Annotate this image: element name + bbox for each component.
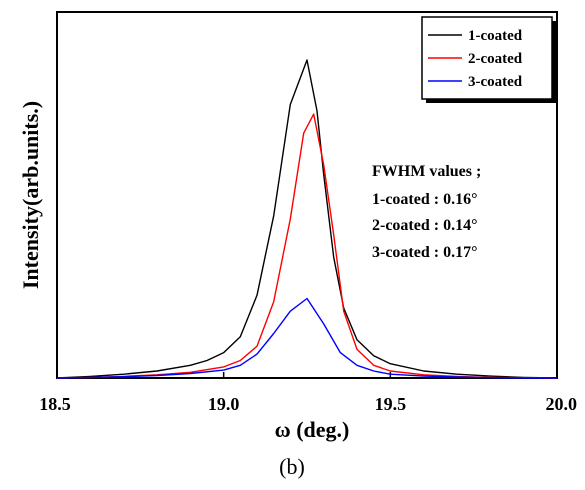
x-tick-label-3: 20.0 <box>546 394 578 414</box>
plot-frame <box>56 11 558 379</box>
x-axis-label: ω (deg.) <box>275 417 350 442</box>
series-line-2-coated <box>56 113 558 379</box>
fwhm-annotation: FWHM values ; 1-coated : 0.16° 2-coated … <box>372 163 481 261</box>
annotation-line-1: 1-coated : 0.16° <box>372 191 477 208</box>
x-axis-tick-labels: 18.5 19.0 19.5 20.0 <box>39 394 577 414</box>
annotation-line-2: 2-coated : 0.14° <box>372 217 477 234</box>
series-layer <box>56 59 558 379</box>
legend-shadow-right <box>552 21 556 103</box>
x-tick-label-2: 19.5 <box>375 394 407 414</box>
legend-label-3-coated: 3-coated <box>468 74 523 90</box>
legend-shadow-bottom <box>426 99 556 103</box>
series-line-1-coated <box>56 59 558 379</box>
figure-caption: (b) <box>279 454 305 479</box>
x-tick-label-1: 19.0 <box>208 394 240 414</box>
legend-items: 1-coated 2-coated 3-coated <box>428 28 523 90</box>
y-axis-label: Intensity(arb.units.) <box>18 101 43 289</box>
annotation-title: FWHM values ; <box>372 163 481 180</box>
legend-label-2-coated: 2-coated <box>468 51 523 67</box>
x-tick-label-0: 18.5 <box>39 394 71 414</box>
annotation-line-3: 3-coated : 0.17° <box>372 244 477 261</box>
x-axis-ticks <box>56 372 558 378</box>
legend-label-1-coated: 1-coated <box>468 28 523 44</box>
series-line-3-coated <box>56 297 557 379</box>
legend: 1-coated 2-coated 3-coated <box>421 16 556 103</box>
